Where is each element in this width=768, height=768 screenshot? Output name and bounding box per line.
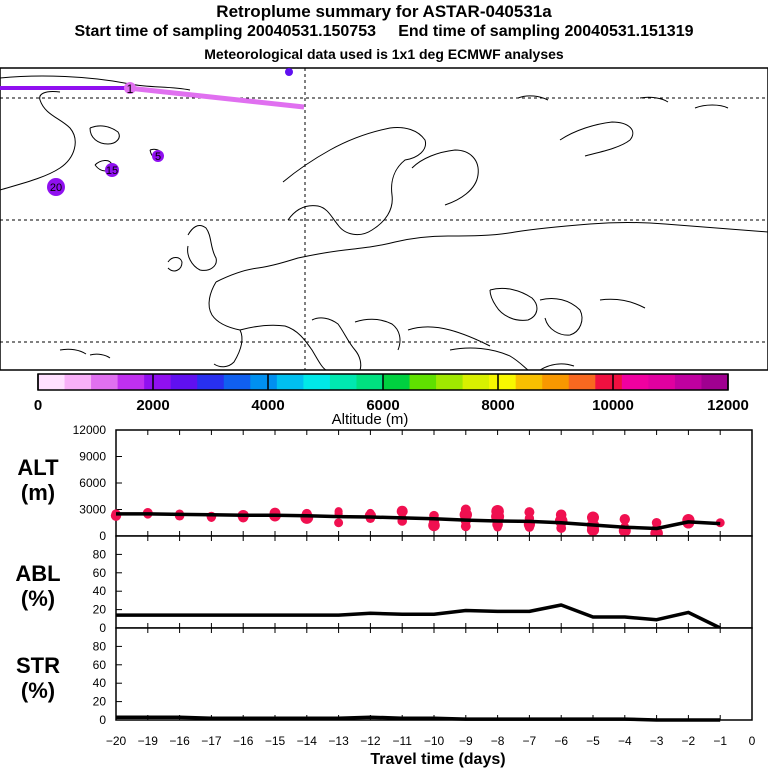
y-axis-label: ABL <box>15 561 60 586</box>
y-tick-label: 60 <box>93 566 107 580</box>
y-axis-label: STR <box>16 653 60 678</box>
x-tick-label: −8 <box>491 734 505 748</box>
colorbar-cell <box>383 374 410 390</box>
y-axis-unit: (%) <box>21 678 55 703</box>
y-tick-label: 20 <box>93 695 107 709</box>
y-tick-label: 6000 <box>79 476 106 490</box>
x-tick-label: −10 <box>424 734 445 748</box>
panel-alt: 0 3000 6000 9000 12000 ALT(m) <box>17 423 752 543</box>
colorbar-cell <box>250 374 277 390</box>
day-label-1: 1 <box>127 82 134 96</box>
x-tick-label: −19 <box>138 734 159 748</box>
x-tick-label: −15 <box>265 734 286 748</box>
x-axis-label: Travel time (days) <box>370 751 505 768</box>
alt-point <box>493 523 502 532</box>
y-tick-label: 60 <box>93 658 107 672</box>
x-tick-label: 0 <box>749 734 756 748</box>
alt-point <box>334 518 343 527</box>
colorbar-cell <box>144 374 171 390</box>
str-series-line <box>116 717 720 720</box>
panel-abl: 0 20 40 60 80 ABL(%) <box>15 536 752 635</box>
x-tick-label: −5 <box>586 734 600 748</box>
alt-point <box>525 522 534 531</box>
y-tick-label: 40 <box>93 676 107 690</box>
day-label-20: 20 <box>50 182 62 194</box>
y-tick-label: 3000 <box>79 503 106 517</box>
y-tick-label: 12000 <box>73 423 107 437</box>
day-label-5: 5 <box>155 151 161 163</box>
y-tick-label: 80 <box>93 639 107 653</box>
colorbar-cell <box>65 374 92 390</box>
x-tick-label: −7 <box>523 734 537 748</box>
colorbar-cell <box>595 374 622 390</box>
day-label-15: 15 <box>106 165 118 177</box>
x-tick-label: −20 <box>106 734 127 748</box>
colorbar-cell <box>197 374 224 390</box>
x-tick-label: −16 <box>169 734 190 748</box>
y-tick-label: 0 <box>99 713 106 727</box>
colorbar-cell <box>38 374 65 390</box>
colorbar-tick-label: 0 <box>34 397 42 414</box>
colorbar-cell <box>356 374 383 390</box>
x-tick-label: −4 <box>618 734 632 748</box>
y-tick-label: 40 <box>93 584 107 598</box>
colorbar-cell <box>410 374 437 390</box>
x-tick-label: −14 <box>297 734 318 748</box>
map-panel: 1 5 15 20 <box>0 68 768 370</box>
colorbar-cell <box>542 374 569 390</box>
colorbar-tick-label: 8000 <box>481 397 514 414</box>
colorbar: 0 2000 4000 6000 8000 10000 12000 Altitude (m) <box>34 374 749 428</box>
x-tick-label: −6 <box>554 734 568 748</box>
colorbar-cell <box>118 374 145 390</box>
panel-frame <box>116 628 752 720</box>
y-tick-label: 0 <box>99 529 106 543</box>
x-tick-label: −2 <box>682 734 696 748</box>
colorbar-tick-label: 10000 <box>592 397 634 414</box>
x-tick-label: −1 <box>713 734 727 748</box>
colorbar-cell <box>648 374 675 390</box>
y-tick-label: 9000 <box>79 450 106 464</box>
y-axis-unit: (m) <box>21 480 55 505</box>
colorbar-cell <box>171 374 198 390</box>
y-axis-label: ALT <box>17 455 59 480</box>
alt-point <box>111 510 121 520</box>
colorbar-tick-label: 4000 <box>251 397 284 414</box>
colorbar-title: Altitude (m) <box>332 411 409 428</box>
panel-str: 0 20 40 60 80 STR(%) <box>16 628 752 727</box>
x-tick-label: −17 <box>201 734 222 748</box>
map-frame <box>0 68 768 370</box>
colorbar-cell <box>224 374 251 390</box>
x-tick-label: −13 <box>328 734 349 748</box>
x-tick-label: −16 <box>233 734 254 748</box>
x-tick-label: −3 <box>650 734 664 748</box>
plume-marker-top <box>285 68 293 76</box>
colorbar-cell <box>701 374 728 390</box>
colorbar-cell <box>622 374 649 390</box>
colorbar-cell <box>516 374 543 390</box>
alt-point <box>461 521 471 531</box>
colorbar-cell <box>91 374 118 390</box>
colorbar-tick-label: 12000 <box>707 397 749 414</box>
colorbar-cell <box>330 374 357 390</box>
y-tick-label: 80 <box>93 547 107 561</box>
y-axis-unit: (%) <box>21 586 55 611</box>
x-tick-label: −9 <box>459 734 473 748</box>
colorbar-cell <box>277 374 304 390</box>
colorbar-cell <box>675 374 702 390</box>
colorbar-cell <box>436 374 463 390</box>
colorbar-cell <box>569 374 596 390</box>
colorbar-tick-label: 2000 <box>136 397 169 414</box>
colorbar-cell <box>303 374 330 390</box>
colorbar-cell <box>489 374 516 390</box>
alt-point <box>428 520 440 532</box>
x-tick-label: −12 <box>360 734 381 748</box>
y-tick-label: 0 <box>99 621 106 635</box>
x-tick-label: −11 <box>392 734 412 748</box>
colorbar-cell <box>463 374 490 390</box>
y-tick-label: 20 <box>93 603 107 617</box>
